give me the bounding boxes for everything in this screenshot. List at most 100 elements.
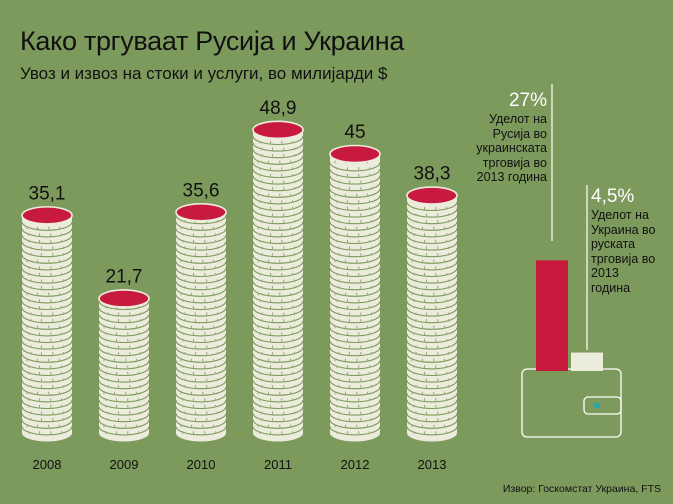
coin-stack-body [99, 298, 149, 442]
coin-edge [406, 366, 458, 377]
coin-edge [406, 300, 458, 311]
coin-edge [175, 248, 227, 258]
coin-edge [21, 294, 73, 304]
coin-edge [98, 380, 150, 390]
chart-title: Како тргуваат Русија и Украина [20, 26, 405, 56]
coin-edge [406, 413, 458, 423]
share-text-russia-4: трговија во [482, 155, 547, 170]
coin-edge [21, 347, 73, 357]
coin-edge [175, 353, 227, 363]
coin-edge [252, 294, 304, 304]
coin-edge [175, 294, 227, 304]
coin-edge [252, 168, 304, 179]
coin-edge [175, 419, 227, 429]
coin-edge [406, 248, 458, 258]
coin-edge [406, 314, 458, 324]
coin-edge [21, 281, 73, 291]
coin-edge [329, 287, 381, 297]
coin-stack-bar-2013 [406, 186, 458, 442]
coin-edge [175, 380, 227, 390]
coin-edge [252, 314, 304, 324]
share-text-ukraine-2: Украина во [591, 222, 656, 237]
coin-edge [21, 360, 73, 370]
coin-edge [175, 307, 227, 317]
value-label-2013: 38,3 [414, 164, 451, 185]
coin-stack-body [22, 215, 72, 442]
year-label-2011: 2011 [264, 457, 292, 472]
coin-edge [21, 373, 73, 383]
coin-edge [175, 340, 227, 350]
coin-edge [406, 208, 458, 218]
coin-edge [252, 155, 304, 165]
share-text-ukraine-4: трговија во [591, 251, 656, 266]
coin-edge [406, 267, 458, 278]
coin-edge [252, 175, 304, 185]
coin-edge [329, 201, 381, 212]
coin-edge [21, 413, 73, 423]
coin-edge [406, 215, 458, 225]
coin-edge [21, 320, 73, 330]
coin-edge [21, 340, 73, 350]
coin-edge [175, 228, 227, 238]
coin-edge [175, 320, 227, 330]
coin-edge [329, 300, 381, 311]
coin-edge [252, 327, 304, 337]
coin-edge [21, 314, 73, 324]
coin-edge [98, 353, 150, 363]
coin-edge [406, 373, 458, 383]
coin-edge [175, 254, 227, 264]
coin-edge [329, 254, 381, 264]
coin-edge [406, 241, 458, 251]
coin-edge [98, 406, 150, 416]
coin-edge [329, 221, 381, 231]
coin-stack-body [176, 212, 226, 442]
share-annotation-russia: 27% Уделот на Русија во украинската трго… [437, 90, 547, 185]
coin-edge [252, 406, 304, 416]
coin-edge [252, 399, 304, 410]
wallet-body [521, 368, 622, 438]
coin-edge [406, 254, 458, 264]
coin-edge [21, 307, 73, 317]
coin-edge [252, 215, 304, 225]
coin-edge [21, 380, 73, 390]
coin-edge [329, 406, 381, 416]
coin-edge [252, 135, 304, 146]
coin-edge [406, 333, 458, 344]
year-label-2012: 2012 [341, 457, 370, 472]
coin-edge [252, 380, 304, 390]
coin-edge [21, 267, 73, 278]
coin-stack-bar-2010 [175, 202, 227, 442]
coin-edge [406, 380, 458, 390]
coin-edge [252, 426, 304, 436]
coin-edge [175, 347, 227, 357]
coin-edge [252, 360, 304, 370]
coin-edge [406, 327, 458, 337]
coin-top [406, 186, 458, 205]
coin-edge [21, 221, 73, 231]
coin-edge [252, 347, 304, 357]
coin-edge [329, 168, 381, 179]
coin-edge [252, 320, 304, 330]
coin-edge [175, 327, 227, 337]
coin-edge [98, 307, 150, 317]
coin-edge [406, 320, 458, 330]
coin-edge [21, 386, 73, 396]
coin-edge [98, 347, 150, 357]
year-label-2013: 2013 [418, 457, 447, 472]
coin-edge [21, 287, 73, 297]
coin-edge [252, 267, 304, 278]
coin-edge [175, 287, 227, 297]
coin-edge [329, 393, 381, 403]
coin-edge [252, 182, 304, 192]
coin-edge [329, 366, 381, 377]
coin-edge [21, 274, 73, 284]
coin-top [21, 206, 73, 225]
coin-edge [406, 353, 458, 363]
share-text-russia-3: украинската [476, 141, 547, 155]
coin-edge [21, 327, 73, 337]
coin-edge [329, 162, 381, 172]
coin-edge [98, 300, 150, 311]
coin-edge [98, 426, 150, 436]
coin-edge [21, 300, 73, 311]
coin-edge [406, 221, 458, 231]
